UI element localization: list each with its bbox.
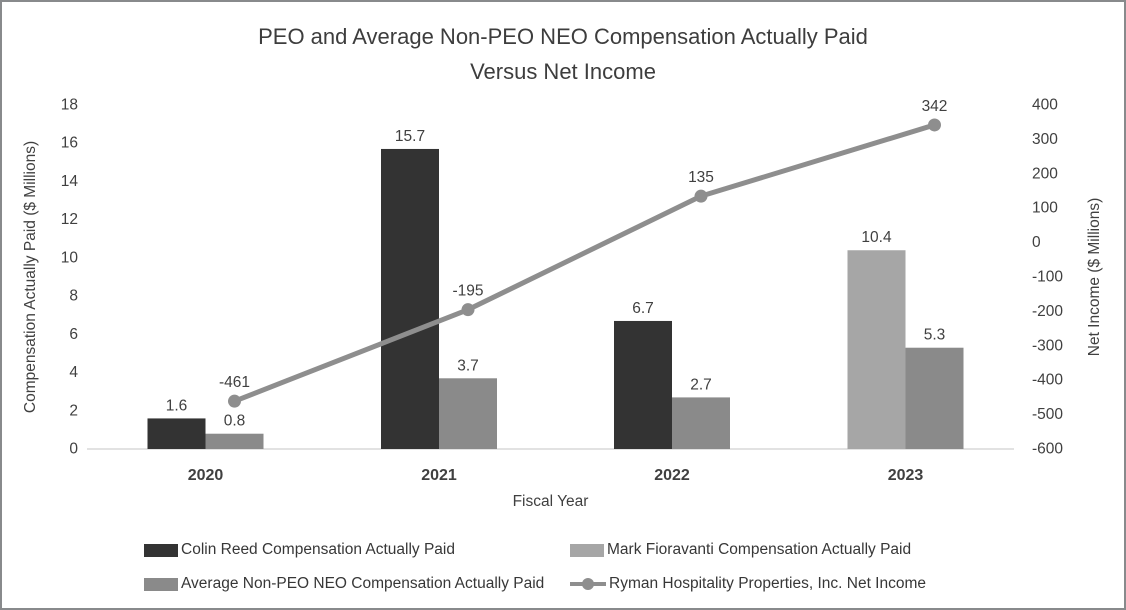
- bar-value-label: 5.3: [924, 327, 946, 344]
- left-axis-tick-label: 16: [61, 135, 78, 152]
- chart-title-line1: PEO and Average Non-PEO NEO Compensation…: [258, 24, 868, 49]
- net-income-marker-2022: [694, 189, 708, 203]
- chart-title-line2: Versus Net Income: [470, 59, 656, 84]
- legend-label: Average Non-PEO NEO Compensation Actuall…: [181, 575, 545, 592]
- legend-line-marker-icon: [570, 578, 606, 590]
- legend-label: Mark Fioravanti Compensation Actually Pa…: [607, 541, 912, 558]
- net-income-line: [232, 122, 937, 404]
- bar-colin-2020: [147, 418, 206, 449]
- bar-value-label: 3.7: [457, 357, 479, 374]
- x-category-label: 2022: [654, 467, 690, 484]
- right-axis-tick-label: 0: [1032, 234, 1041, 251]
- x-axis-title: Fiscal Year: [513, 493, 589, 510]
- bar-value-label: 2.7: [690, 376, 712, 393]
- right-axis-tick-label: -100: [1032, 269, 1063, 286]
- bar-mark-2023: [847, 250, 906, 449]
- bar-value-label: 1.6: [166, 397, 188, 414]
- line-value-label: 342: [922, 98, 948, 115]
- legend-label: Ryman Hospitality Properties, Inc. Net I…: [609, 575, 927, 592]
- left-axis-tick-label: 0: [69, 441, 78, 458]
- x-category-label: 2021: [421, 467, 457, 484]
- net-income-marker-2023: [928, 118, 941, 132]
- bar-average-2021: [439, 378, 497, 449]
- legend-item-avg-non-peo: Average Non-PEO NEO Compensation Actuall…: [144, 575, 545, 592]
- net-income-marker-2020: [228, 394, 241, 408]
- right-axis-tick-label: 300: [1032, 131, 1058, 148]
- legend-swatch-colin-reed: [144, 543, 178, 557]
- left-axis-tick-label: 6: [69, 326, 78, 343]
- legend-label: Colin Reed Compensation Actually Paid: [181, 541, 455, 558]
- right-axis-tick-label: 200: [1032, 165, 1058, 182]
- bar-average-2022: [672, 397, 730, 449]
- x-category-label: 2020: [188, 467, 224, 484]
- legend-item-net-income: Ryman Hospitality Properties, Inc. Net I…: [570, 575, 927, 592]
- x-category-label: 2023: [888, 467, 924, 484]
- left-axis-tick-label: 8: [69, 288, 78, 305]
- right-axis-tick-label: -300: [1032, 337, 1063, 354]
- bar-average-2020: [205, 433, 264, 449]
- right-axis-tick-label: 100: [1032, 200, 1058, 217]
- left-axis-tick-label: 4: [69, 364, 78, 381]
- chart-title: PEO and Average Non-PEO NEO Compensation…: [2, 19, 1124, 89]
- bar-value-label: 0.8: [224, 413, 246, 430]
- right-axis-tick-label: -500: [1032, 406, 1063, 423]
- legend-swatch-avg-non-peo: [144, 577, 178, 591]
- net-income-marker-2021: [461, 303, 475, 317]
- bar-value-label: 10.4: [861, 229, 892, 246]
- legend-swatch-mark-fioravanti: [570, 543, 604, 557]
- legend-item-colin-reed: Colin Reed Compensation Actually Paid: [144, 541, 455, 558]
- left-axis-tick-label: 10: [61, 249, 79, 266]
- right-axis-tick-label: -600: [1032, 441, 1063, 458]
- bar-colin-2021: [381, 148, 439, 449]
- left-axis-tick-label: 2: [69, 402, 78, 419]
- right-axis-title: Net Income ($ Millions): [1086, 198, 1103, 357]
- line-value-label: -195: [452, 283, 483, 300]
- right-axis-tick-label: -200: [1032, 303, 1063, 320]
- left-axis-tick-label: 14: [61, 173, 79, 190]
- bar-value-label: 6.7: [632, 300, 654, 317]
- left-axis-tick-label: 12: [61, 211, 78, 228]
- bar-colin-2022: [614, 320, 672, 449]
- right-axis-tick-label: -400: [1032, 372, 1063, 389]
- line-value-label: -461: [219, 374, 250, 391]
- bar-average-2023: [905, 347, 964, 449]
- bar-value-label: 15.7: [395, 128, 425, 145]
- right-axis-tick-label: 400: [1032, 97, 1058, 114]
- line-value-label: 135: [688, 169, 714, 186]
- left-axis-title: Compensation Actually Paid ($ Millions): [22, 141, 39, 413]
- legend-item-mark-fioravanti: Mark Fioravanti Compensation Actually Pa…: [570, 541, 912, 558]
- left-axis-tick-label: 18: [61, 97, 78, 114]
